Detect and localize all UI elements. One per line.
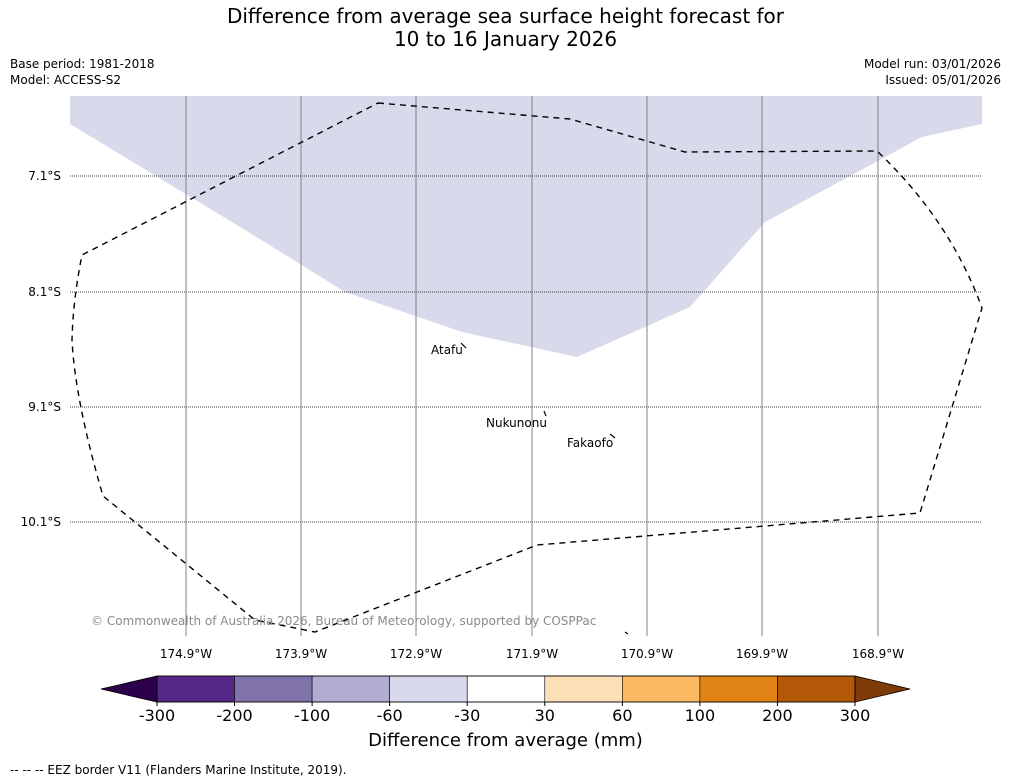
latitude-gridlines (70, 175, 982, 523)
colorbar-segment (389, 675, 468, 703)
lat-label: 7.1°S (28, 169, 61, 183)
copyright-notice: © Commonwealth of Australia 2026, Bureau… (91, 614, 597, 628)
anomaly-region (70, 96, 982, 357)
colorbar-tick-label: -30 (454, 706, 480, 725)
colorbar-outline (156, 675, 856, 703)
colorbar-tick-label: 200 (762, 706, 793, 725)
longitude-gridlines (185, 96, 879, 636)
lat-label: 8.1°S (28, 285, 61, 299)
lon-label: 171.9°W (506, 647, 558, 661)
colorbar-max-extension (854, 675, 911, 703)
nukunonu-island-icon (543, 410, 547, 417)
small-island-icon (624, 631, 629, 635)
title-line-2: 10 to 16 January 2026 (393, 27, 618, 51)
colorbar-tick-label: -200 (216, 706, 252, 725)
title-line-1: Difference from average sea surface heig… (226, 4, 785, 28)
colorbar-tick-label: 30 (535, 706, 555, 725)
eez-border (71, 102, 983, 633)
lat-label: 10.1°S (21, 515, 61, 529)
colorbar-segment (622, 675, 701, 703)
lon-label: 173.9°W (275, 647, 327, 661)
lon-label: 169.9°W (736, 647, 788, 661)
base-period: Base period: 1981-2018 (10, 57, 155, 71)
colorbar-tick-label: 300 (840, 706, 871, 725)
colorbar-tick-label: 100 (685, 706, 716, 725)
model-info: Base period: 1981-2018 Model: ACCESS-S2 (10, 56, 155, 88)
colorbar-segment (234, 675, 313, 703)
lon-label: 168.9°W (852, 647, 904, 661)
lon-label: 174.9°W (160, 647, 212, 661)
colorbar-tick-label: -60 (377, 706, 403, 725)
colorbar-tick-label: -100 (294, 706, 330, 725)
colorbar-segment (156, 675, 235, 703)
colorbar-segment (466, 675, 546, 703)
lon-label: 170.9°W (621, 647, 673, 661)
fakaofo-island-icon (609, 433, 616, 439)
lon-label: 172.9°W (390, 647, 442, 661)
colorbar-title: Difference from average (mm) (368, 730, 643, 751)
model-name: Model: ACCESS-S2 (10, 73, 122, 87)
colorbar-segment (544, 675, 623, 703)
page-title: Difference from average sea surface heig… (0, 5, 1011, 51)
colorbar-tick-label: 60 (612, 706, 632, 725)
model-run: Model run: 03/01/2026 (863, 57, 1001, 71)
place-label-fakaofo: Fakaofo (567, 436, 613, 450)
colorbar-segment (777, 675, 856, 703)
colorbar: -300 -200 -100 -60 -30 30 60 100 200 300 (100, 675, 911, 725)
place-label-atafu: Atafu (431, 343, 463, 357)
run-info: Model run: 03/01/2026 Issued: 05/01/2026 (864, 56, 1001, 88)
colorbar-segment (699, 675, 778, 703)
colorbar-tick-label: -300 (139, 706, 175, 725)
colorbar-segment (311, 675, 390, 703)
eez-legend-note: -- -- -- EEZ border V11 (Flanders Marine… (10, 763, 347, 777)
issued-date: Issued: 05/01/2026 (885, 73, 1001, 87)
colorbar-min-extension (100, 675, 158, 703)
place-label-nukunonu: Nukunonu (486, 416, 547, 430)
lat-label: 9.1°S (28, 400, 61, 414)
atafu-island-icon (460, 342, 467, 349)
